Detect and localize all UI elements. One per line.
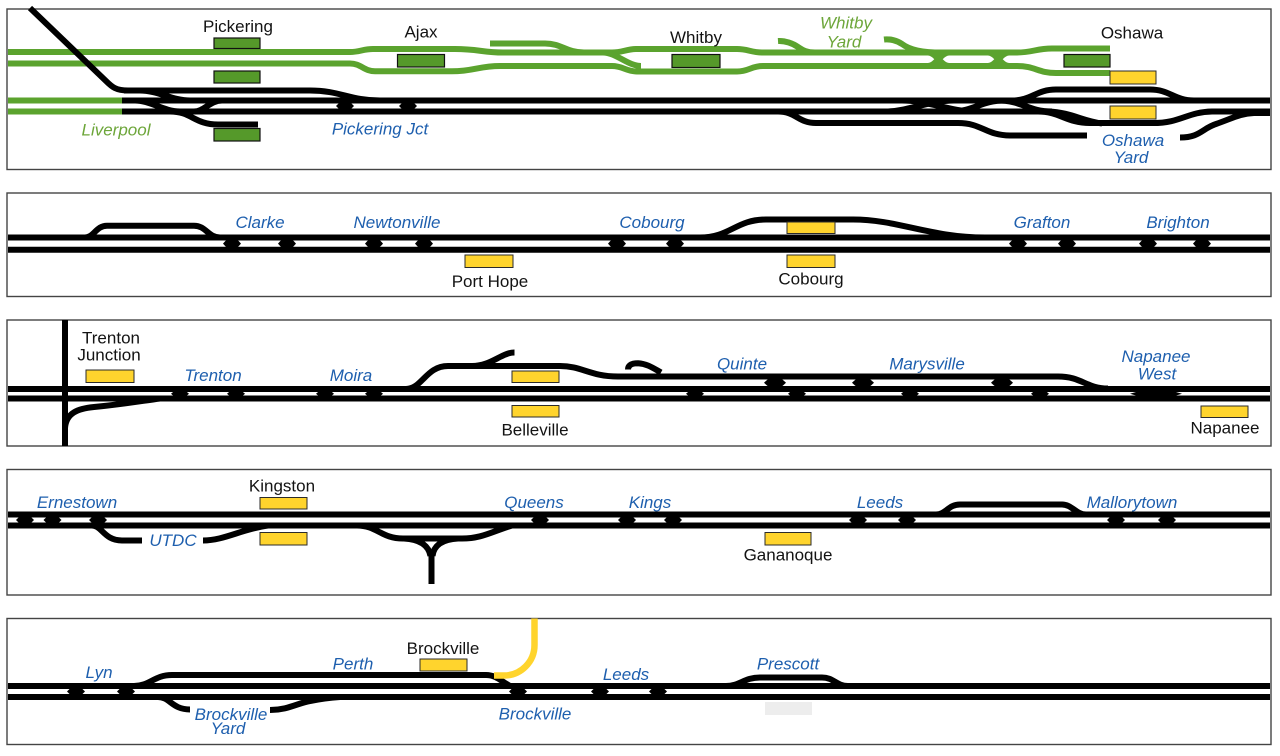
svg-text:Brockville: Brockville [499, 705, 572, 724]
svg-text:Pickering: Pickering [203, 17, 273, 36]
svg-text:Yard: Yard [211, 719, 246, 738]
svg-text:Grafton: Grafton [1014, 213, 1071, 232]
svg-text:West: West [1138, 365, 1178, 384]
svg-text:Port Hope: Port Hope [452, 272, 529, 291]
svg-text:Whitby: Whitby [820, 14, 873, 33]
svg-text:Gananoque: Gananoque [744, 546, 833, 565]
svg-text:Leeds: Leeds [857, 493, 904, 512]
svg-text:Leeds: Leeds [603, 665, 650, 684]
svg-text:Ernestown: Ernestown [37, 493, 117, 512]
svg-text:UTDC: UTDC [149, 531, 197, 550]
svg-text:Queens: Queens [504, 493, 564, 512]
svg-text:Kings: Kings [629, 493, 672, 512]
svg-text:Oshawa: Oshawa [1102, 131, 1164, 150]
svg-text:Oshawa: Oshawa [1101, 24, 1164, 43]
svg-text:Moira: Moira [330, 366, 373, 385]
svg-text:Newtonville: Newtonville [354, 213, 441, 232]
svg-text:Mallorytown: Mallorytown [1087, 493, 1178, 512]
svg-text:Cobourg: Cobourg [619, 213, 685, 232]
svg-text:Junction: Junction [77, 346, 140, 365]
svg-text:Liverpool: Liverpool [82, 121, 152, 140]
svg-text:Yard: Yard [827, 33, 862, 52]
svg-text:Belleville: Belleville [501, 421, 568, 440]
svg-text:Prescott: Prescott [757, 655, 821, 674]
svg-text:Brockville: Brockville [195, 705, 268, 724]
svg-text:Yard: Yard [1114, 148, 1149, 167]
svg-text:Napanee: Napanee [1121, 347, 1190, 366]
svg-text:Pickering Jct: Pickering Jct [332, 120, 430, 139]
svg-text:Kingston: Kingston [249, 477, 315, 496]
svg-text:Brighton: Brighton [1146, 213, 1209, 232]
svg-text:Trenton: Trenton [184, 366, 241, 385]
svg-text:Perth: Perth [333, 655, 374, 674]
svg-text:Cobourg: Cobourg [778, 270, 843, 289]
svg-text:Whitby: Whitby [670, 28, 722, 47]
svg-text:Lyn: Lyn [85, 663, 112, 682]
svg-text:Trenton: Trenton [82, 329, 140, 348]
svg-text:Napanee: Napanee [1190, 419, 1259, 438]
svg-text:Clarke: Clarke [235, 213, 284, 232]
svg-text:Brockville: Brockville [407, 639, 480, 658]
svg-text:Ajax: Ajax [404, 23, 438, 42]
svg-text:Quinte: Quinte [717, 355, 767, 374]
svg-text:Marysville: Marysville [889, 355, 965, 374]
